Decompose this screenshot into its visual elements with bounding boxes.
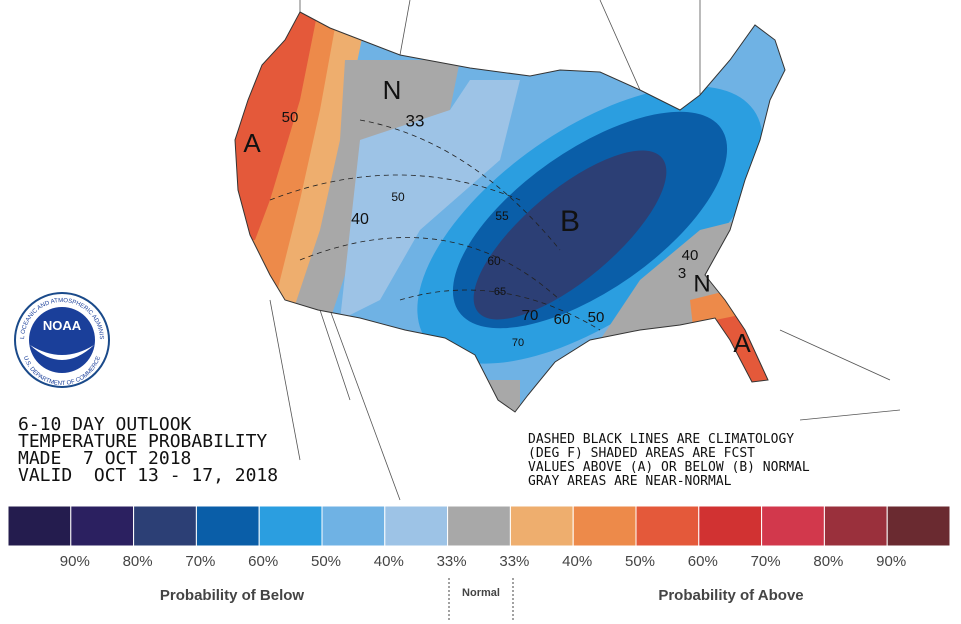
legend-tick: 70% (185, 553, 215, 570)
outlook-line: 6-10 DAY OUTLOOK (18, 414, 192, 435)
legend-tick: 33% (499, 553, 529, 570)
legend-above: Probability of Above (658, 587, 803, 604)
map-label: A (733, 328, 751, 358)
map-label: 50 (588, 309, 605, 326)
logo-text: NOAA (43, 318, 82, 333)
map-label: 50 (282, 109, 299, 126)
map-label: A (243, 128, 261, 158)
map-label: 60 (487, 254, 501, 268)
legend-swatch (7, 505, 72, 547)
legend: 90% 80% 70% 60% 50% 40% 33% 33% 40% 50% 60% 70% 80% 9… (7, 505, 951, 570)
map-label: 40 (682, 247, 699, 264)
legend-normal: Normal (462, 587, 500, 599)
legend-tick: 50% (311, 553, 341, 570)
note-line: VALUES ABOVE (A) OR BELOW (B) NORMAL (528, 460, 810, 475)
map-label: 3 (678, 265, 686, 282)
map-label: N (693, 270, 710, 297)
legend-swatch (384, 505, 449, 547)
legend-swatch (258, 505, 323, 547)
map-label: 65 (494, 286, 506, 298)
legend-tick: 70% (751, 553, 781, 570)
note-line: DASHED BLACK LINES ARE CLIMATOLOGY (528, 432, 794, 447)
map-label: B (560, 205, 580, 238)
legend-tick: 80% (813, 553, 843, 570)
map-label: 70 (512, 337, 524, 349)
noaa-logo: NATIONAL OCEANIC AND ATMOSPHERIC ADMINIS… (0, 0, 110, 388)
legend-swatch (321, 505, 386, 547)
legend-swatch (572, 505, 637, 547)
note-line: (DEG F) SHADED AREAS ARE FCST (528, 446, 755, 461)
map (234, 0, 901, 501)
legend-swatch (635, 505, 700, 547)
legend-tick: 50% (625, 553, 655, 570)
legend-tick: 40% (374, 553, 404, 570)
note-line: GRAY AREAS ARE NEAR-NORMAL (528, 474, 732, 489)
legend-swatch (70, 505, 135, 547)
legend-tick: 90% (876, 553, 906, 570)
map-label: 40 (351, 211, 369, 228)
legend-swatch (886, 505, 951, 547)
map-label: 70 (522, 307, 539, 324)
logo-ring-top: NATIONAL OCEANIC AND ATMOSPHERIC ADMINIS… (0, 0, 104, 340)
legend-below: Probability of Below (160, 587, 305, 604)
legend-swatch (698, 505, 763, 547)
note-text: DASHED BLACK LINES ARE CLIMATOLOGY(DEG F… (528, 432, 810, 489)
map-label: 33 (406, 111, 425, 130)
map-label: 55 (495, 209, 509, 223)
legend-swatch (509, 505, 574, 547)
legend-tick: 80% (123, 553, 153, 570)
legend-swatch (823, 505, 888, 547)
legend-tick: 90% (60, 553, 90, 570)
outlook-line: MADE 7 OCT 2018 (18, 448, 191, 469)
outlook-line: TEMPERATURE PROBABILITY (18, 431, 267, 452)
map-label: 60 (554, 311, 571, 328)
legend-swatch (133, 505, 197, 547)
legend-swatch (761, 505, 825, 547)
outlook-line: VALID OCT 13 - 17, 2018 (18, 465, 278, 486)
map-label: N (383, 75, 402, 105)
legend-tick: 60% (688, 553, 718, 570)
legend-tick: 40% (562, 553, 592, 570)
legend-tick: 33% (437, 553, 467, 570)
legend-swatch (195, 505, 260, 547)
legend-tick: 60% (248, 553, 278, 570)
map-label: 50 (391, 190, 405, 204)
legend-swatch (447, 505, 511, 547)
